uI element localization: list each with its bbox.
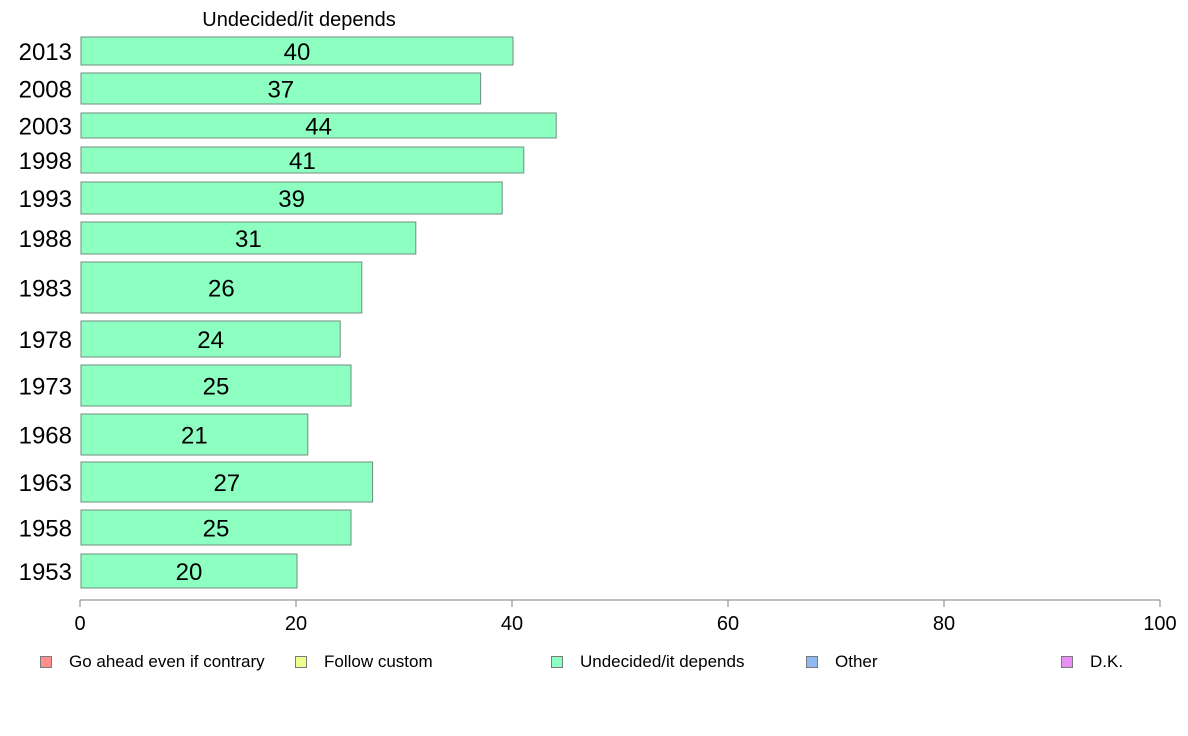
data-label-2003: 44 (305, 114, 332, 141)
data-label-1983: 26 (208, 276, 235, 303)
data-label-2008: 37 (267, 77, 294, 104)
legend: Go ahead even if contrary Follow custom Un… (0, 652, 1188, 676)
x-tick-label-40: 40 (501, 613, 523, 635)
legend-swatch (40, 656, 52, 668)
bar-1953 (80, 553, 298, 589)
legend-item: Other (806, 652, 878, 672)
y-tick-label-2003: 2003 (19, 114, 72, 141)
data-label-1988: 31 (235, 226, 262, 253)
bar-1963 (80, 461, 374, 503)
legend-label: Follow custom (324, 652, 433, 671)
data-label-1978: 24 (197, 327, 224, 354)
legend-swatch (806, 656, 818, 668)
bar-1958 (80, 509, 352, 546)
x-tick-label-100: 100 (1143, 613, 1176, 635)
bar-1988 (80, 221, 417, 255)
legend-item: Follow custom (295, 652, 433, 672)
legend-label: Go ahead even if contrary (69, 652, 265, 671)
y-tick-label-1983: 1983 (19, 276, 72, 303)
bar-1993 (80, 181, 503, 215)
data-label-1998: 41 (289, 148, 316, 175)
data-label-1993: 39 (278, 186, 305, 213)
bar-1968 (80, 413, 309, 456)
data-label-2013: 40 (284, 39, 311, 66)
data-label-1958: 25 (203, 516, 230, 543)
y-tick-label-1993: 1993 (19, 186, 72, 213)
x-tick-label-20: 20 (285, 613, 307, 635)
legend-label: Other (835, 652, 878, 671)
y-tick-label-2008: 2008 (19, 77, 72, 104)
bar-2008 (80, 72, 482, 105)
bar-2003 (80, 112, 557, 139)
legend-item: Undecided/it depends (551, 652, 744, 672)
y-tick-label-1953: 1953 (19, 559, 72, 586)
y-tick-label-2013: 2013 (19, 39, 72, 66)
data-label-1963: 27 (213, 470, 240, 497)
legend-label: D.K. (1090, 652, 1124, 671)
data-label-1973: 25 (203, 374, 230, 401)
chart-title: Undecided/it depends (202, 9, 395, 31)
legend-item: D.K. (1061, 652, 1123, 672)
legend-label: Undecided/it depends (580, 652, 745, 671)
data-label-1953: 20 (176, 559, 203, 586)
y-tick-label-1973: 1973 (19, 374, 72, 401)
x-tick-label-60: 60 (717, 613, 739, 635)
y-tick-label-1978: 1978 (19, 327, 72, 354)
legend-swatch (295, 656, 307, 668)
y-tick-label-1963: 1963 (19, 470, 72, 497)
x-tick-label-0: 0 (74, 613, 85, 635)
y-tick-label-1988: 1988 (19, 226, 72, 253)
bar-2013 (80, 36, 514, 66)
bar-1998 (80, 146, 525, 174)
legend-swatch (551, 656, 563, 668)
bars-layer: 2013 40 2008 37 2003 44 1998 41 1993 39 1988 31 1983… (19, 36, 557, 589)
x-axis: 0 20 40 60 80 100 (74, 599, 1177, 635)
x-tick-label-80: 80 (933, 613, 955, 635)
y-tick-label-1998: 1998 (19, 148, 72, 175)
bar-1983 (80, 261, 363, 314)
y-tick-label-1968: 1968 (19, 423, 72, 450)
y-tick-label-1958: 1958 (19, 516, 72, 543)
bar-1978 (80, 320, 341, 358)
data-label-1968: 21 (181, 423, 208, 450)
legend-swatch (1061, 656, 1073, 668)
legend-item: Go ahead even if contrary (40, 652, 265, 672)
bar-1973 (80, 364, 352, 407)
